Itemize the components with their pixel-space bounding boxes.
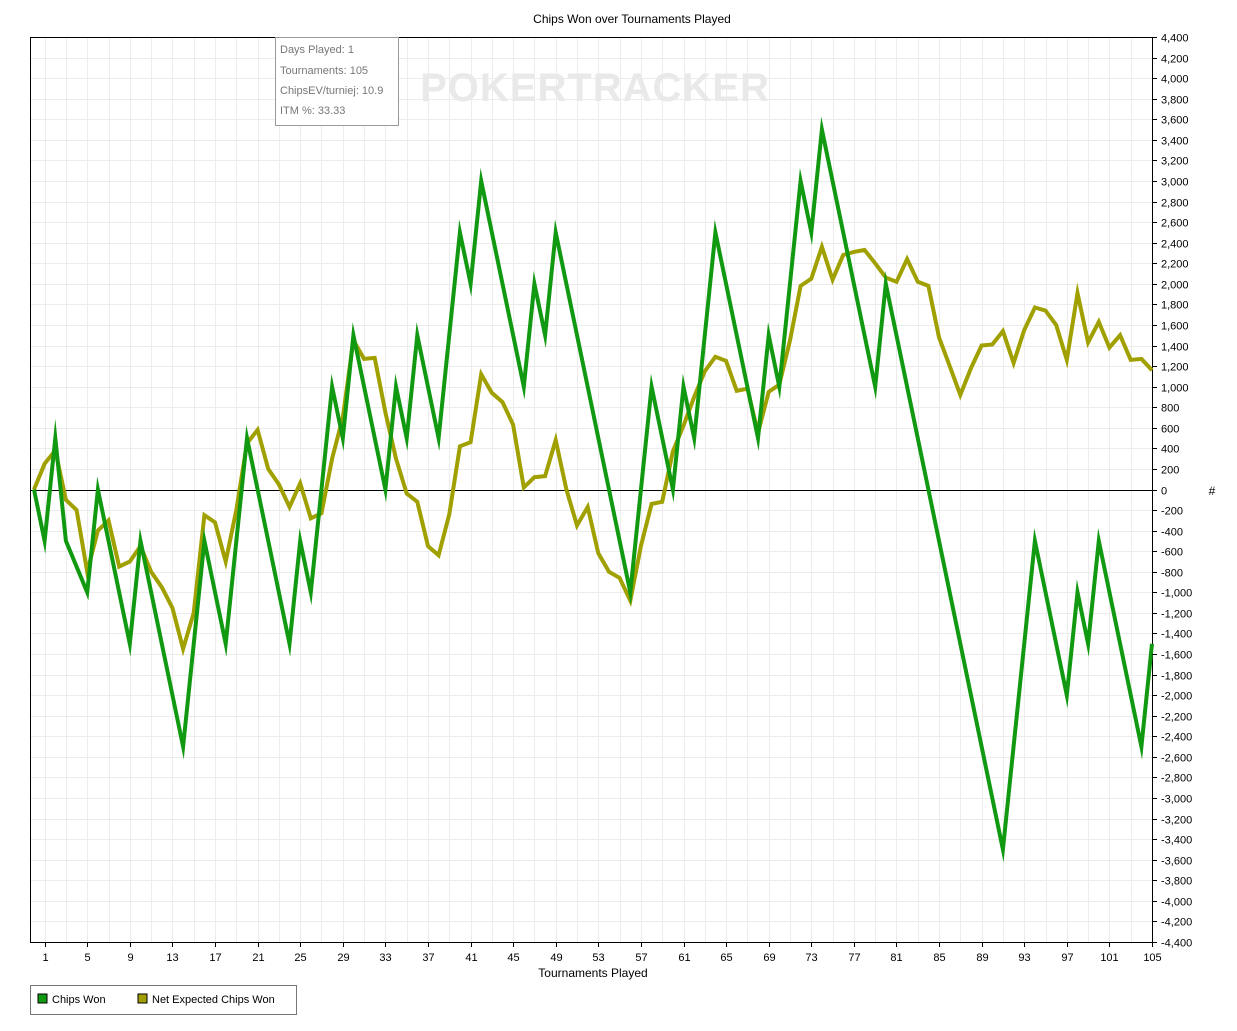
x-tick-label: 85 <box>933 952 945 964</box>
y-axis-ticks: 4,400 4,200 4,000 3,800 3,600 3,400 3,200 3,000… <box>1152 33 1192 950</box>
series-lines <box>32 116 1154 863</box>
y-tick-label: -1,800 <box>1161 671 1192 683</box>
x-tick-label: 73 <box>805 952 817 964</box>
legend-frame <box>30 985 297 1015</box>
legend-swatch-net-expected <box>137 993 148 1004</box>
legend-label-net-expected: Net Expected Chips Won <box>152 994 275 1006</box>
legend-label-chips-won: Chips Won <box>52 994 106 1006</box>
info-box: Days Played: 1 Tournaments: 105 ChipsEV/… <box>275 37 399 126</box>
x-tick-label: 5 <box>84 952 90 964</box>
y-tick-label: -600 <box>1161 547 1183 559</box>
x-tick-label: 21 <box>252 952 264 964</box>
x-axis-ticks: 1 5 9 13 17 21 25 29 33 37 41 45 49 53 57 61 65 69 73 77 81 8… <box>42 942 1162 964</box>
y-tick-label: 3,800 <box>1161 95 1189 107</box>
y-tick-label: -800 <box>1161 568 1183 580</box>
y-tick-label: 4,400 <box>1161 33 1189 45</box>
info-itm: ITM %: 33.33 <box>280 105 345 117</box>
x-tick-label: 65 <box>720 952 732 964</box>
y-axis-title: # <box>1209 484 1216 498</box>
y-tick-label: -1,000 <box>1161 588 1192 600</box>
y-tick-label: -4,400 <box>1161 938 1192 950</box>
y-tick-label: 2,000 <box>1161 280 1189 292</box>
info-days-played: Days Played: 1 <box>280 44 354 56</box>
y-tick-label: -2,000 <box>1161 691 1192 703</box>
chart-title: Chips Won over Tournaments Played <box>533 12 731 26</box>
y-tick-label: 2,600 <box>1161 218 1189 230</box>
x-tick-label: 93 <box>1018 952 1030 964</box>
x-tick-label: 69 <box>763 952 775 964</box>
y-tick-label: -3,200 <box>1161 815 1192 827</box>
info-box-frame <box>275 37 399 126</box>
y-tick-label: 3,400 <box>1161 136 1189 148</box>
legend[interactable]: Chips Won Net Expected Chips Won <box>30 985 297 1015</box>
x-tick-label: 9 <box>127 952 133 964</box>
x-tick-label: 25 <box>294 952 306 964</box>
y-tick-label: -4,200 <box>1161 917 1192 929</box>
pokertracker-watermark: POKERTRACKER <box>420 66 770 110</box>
y-tick-label: -1,400 <box>1161 629 1192 641</box>
y-tick-label: 2,200 <box>1161 259 1189 271</box>
y-tick-label: 1,400 <box>1161 342 1189 354</box>
y-tick-label: 1,800 <box>1161 300 1189 312</box>
y-tick-label: 200 <box>1161 465 1179 477</box>
x-tick-label: 41 <box>465 952 477 964</box>
x-tick-label: 101 <box>1100 952 1118 964</box>
x-tick-label: 89 <box>976 952 988 964</box>
y-tick-label: 4,200 <box>1161 54 1189 66</box>
x-tick-label: 33 <box>379 952 391 964</box>
x-tick-label: 97 <box>1061 952 1073 964</box>
x-tick-label: 13 <box>166 952 178 964</box>
series-line-net-expected-chips-won <box>32 116 1154 863</box>
x-tick-label: 49 <box>550 952 562 964</box>
y-tick-label: -3,400 <box>1161 835 1192 847</box>
x-tick-label: 37 <box>422 952 434 964</box>
x-axis-title: Tournaments Played <box>538 966 647 980</box>
x-tick-label: 61 <box>678 952 690 964</box>
y-tick-label: 1,600 <box>1161 321 1189 333</box>
y-tick-label: 400 <box>1161 444 1179 456</box>
x-tick-label: 1 <box>42 952 48 964</box>
y-tick-label: -4,000 <box>1161 897 1192 909</box>
x-tick-label: 29 <box>337 952 349 964</box>
y-tick-label: -2,200 <box>1161 712 1192 724</box>
y-tick-label: -2,800 <box>1161 773 1192 785</box>
legend-swatch-chips-won <box>37 993 48 1004</box>
x-tick-label: 53 <box>592 952 604 964</box>
y-tick-label: 4,000 <box>1161 74 1189 86</box>
y-tick-label: 600 <box>1161 424 1179 436</box>
info-tournaments: Tournaments: 105 <box>280 65 368 77</box>
y-tick-label: -3,800 <box>1161 876 1192 888</box>
x-tick-label: 77 <box>848 952 860 964</box>
x-tick-label: 17 <box>209 952 221 964</box>
y-tick-label: -2,400 <box>1161 732 1192 744</box>
y-tick-label: 2,800 <box>1161 198 1189 210</box>
info-chips-ev: ChipsEV/turniej: 10.9 <box>280 85 383 97</box>
y-tick-label: -1,600 <box>1161 650 1192 662</box>
y-tick-label: -3,000 <box>1161 794 1192 806</box>
x-tick-label: 81 <box>890 952 902 964</box>
y-tick-label: 800 <box>1161 403 1179 415</box>
y-tick-label: -400 <box>1161 527 1183 539</box>
x-tick-label: 45 <box>507 952 519 964</box>
series-line-chips-won <box>32 240 1154 657</box>
y-tick-label: 2,400 <box>1161 239 1189 251</box>
y-tick-label: -1,200 <box>1161 609 1192 621</box>
x-tick-label: 57 <box>635 952 647 964</box>
y-tick-label: 3,200 <box>1161 156 1189 168</box>
y-tick-label: -2,600 <box>1161 753 1192 765</box>
y-tick-label: 0 <box>1161 486 1167 498</box>
y-tick-label: 1,000 <box>1161 383 1189 395</box>
y-tick-label: -200 <box>1161 506 1183 518</box>
x-tick-label: 105 <box>1143 952 1161 964</box>
y-tick-label: 3,600 <box>1161 115 1189 127</box>
y-tick-label: 1,200 <box>1161 362 1189 374</box>
y-tick-label: 3,000 <box>1161 177 1189 189</box>
y-tick-label: -3,600 <box>1161 856 1192 868</box>
